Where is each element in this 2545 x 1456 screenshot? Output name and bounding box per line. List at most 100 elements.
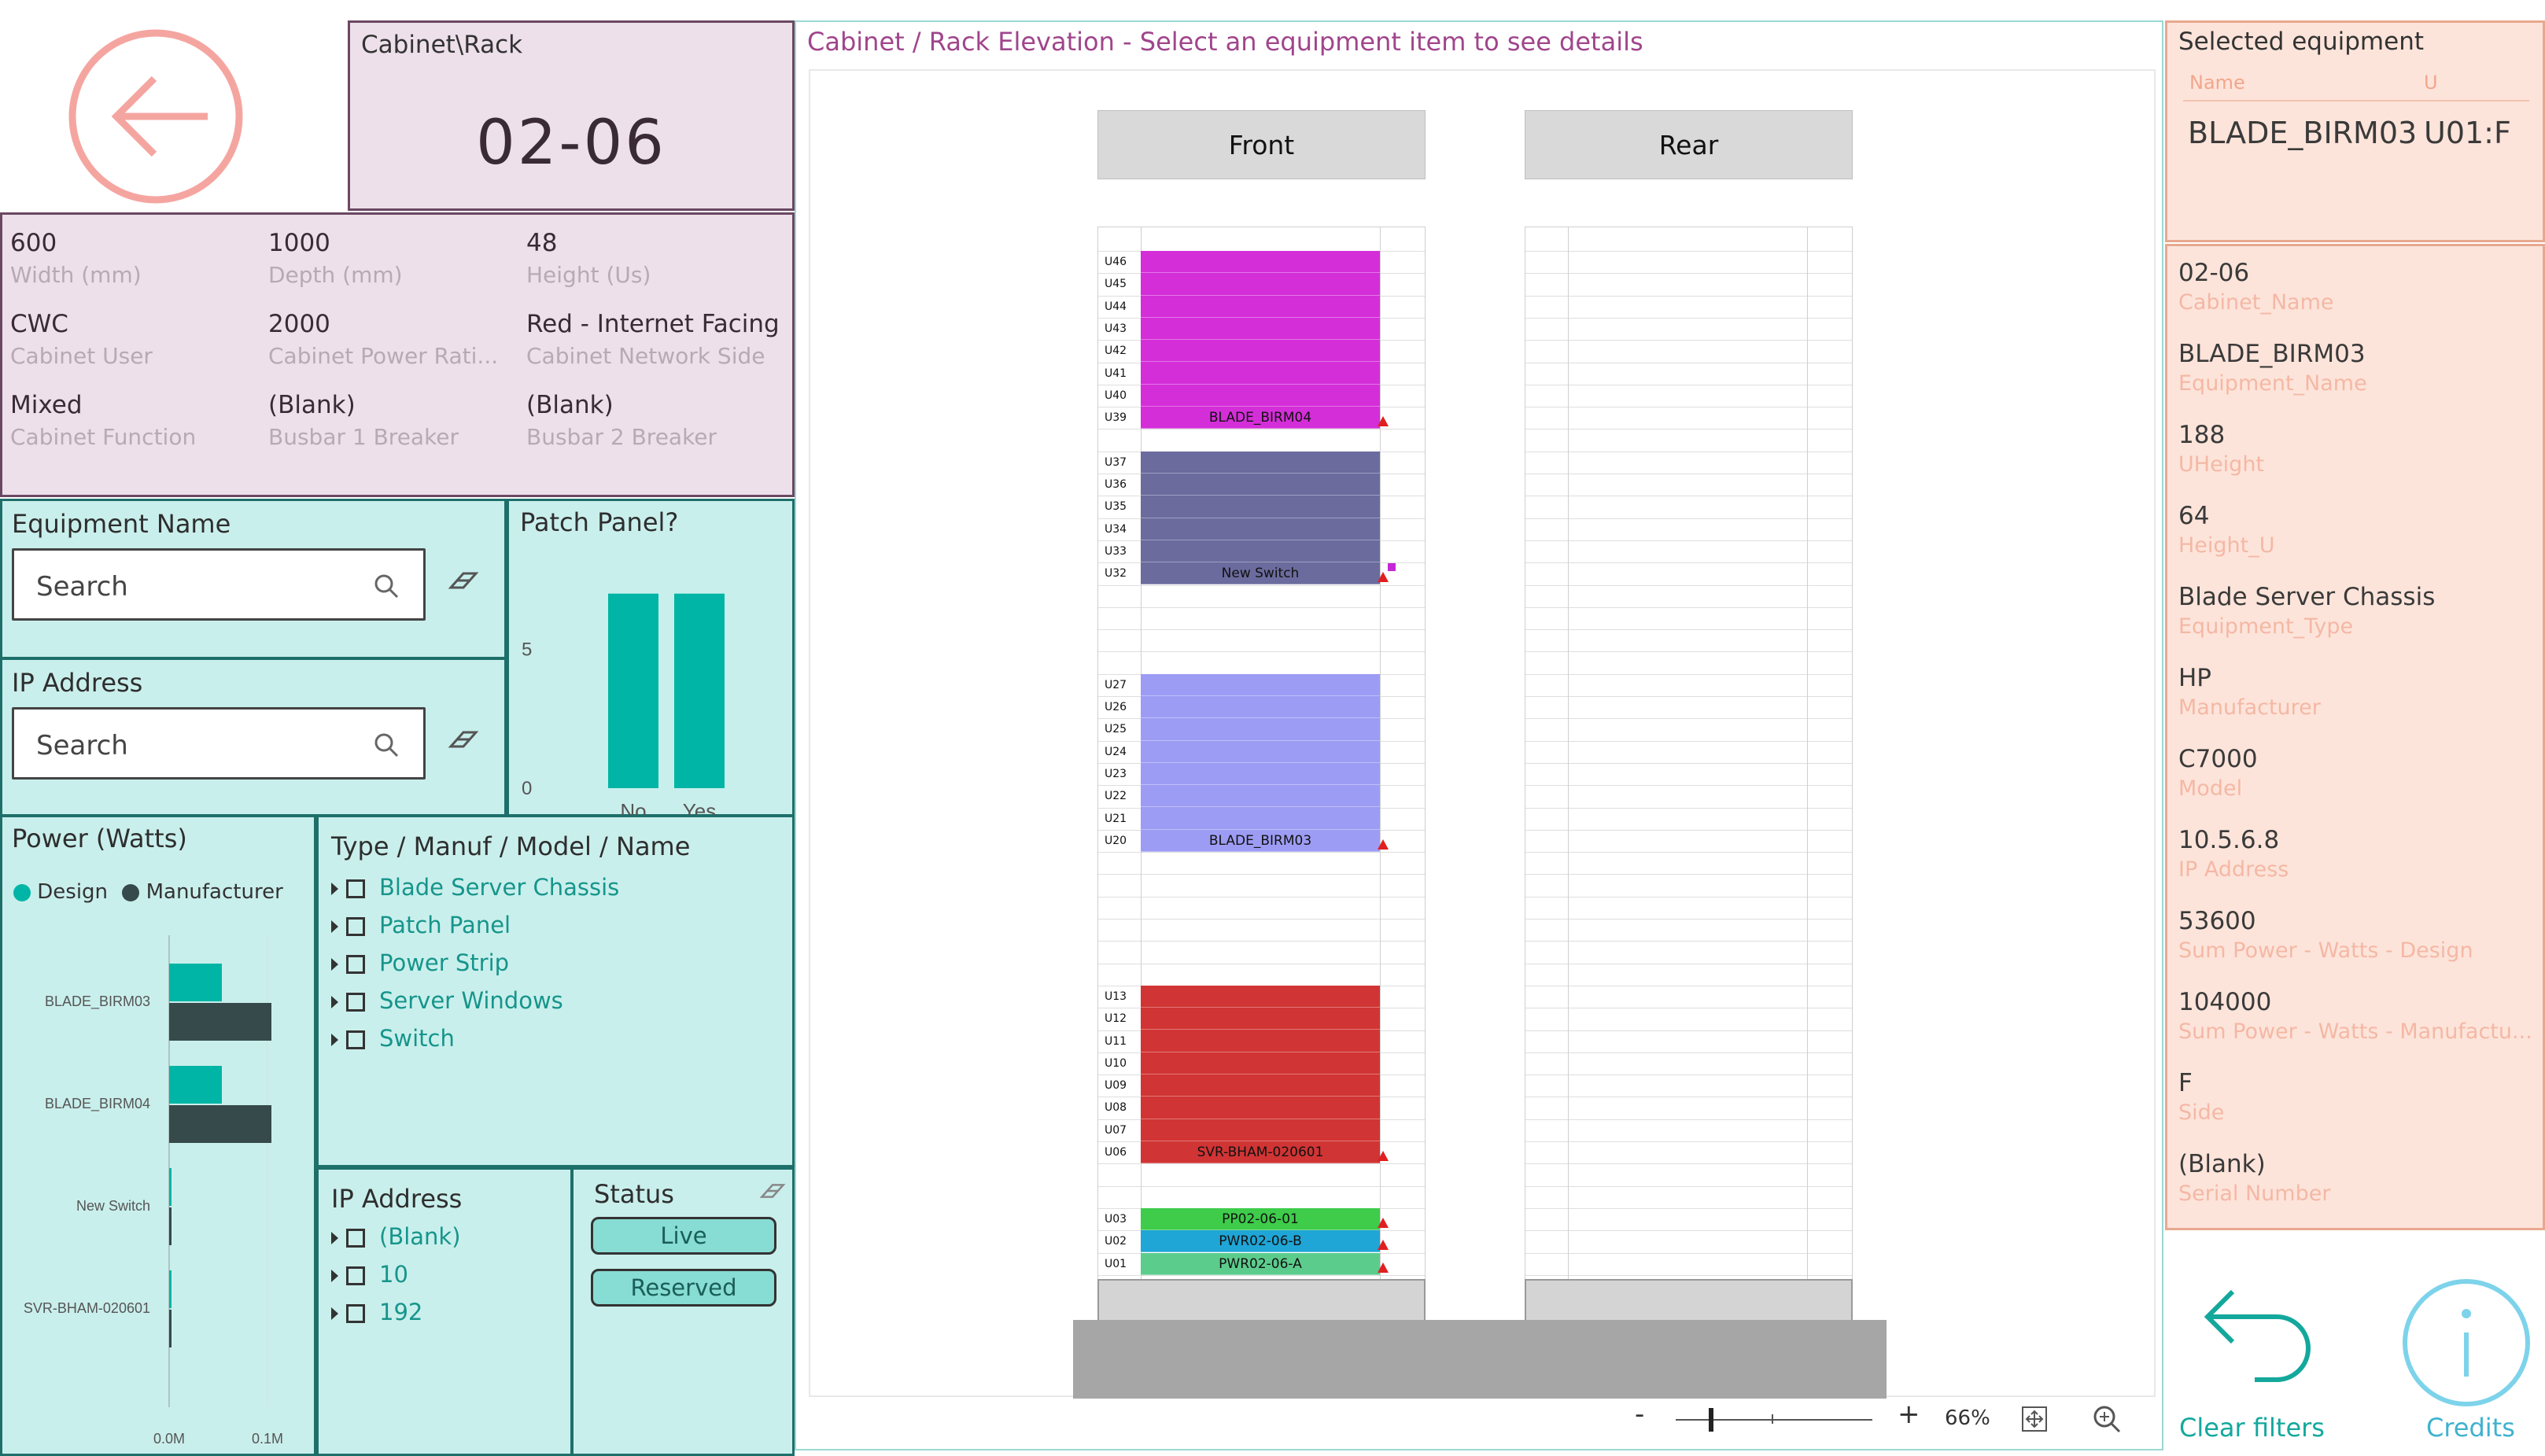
checkbox[interactable] [346,917,365,936]
unit-label: U10 [1105,1056,1127,1070]
detail-equipment-name: BLADE_BIRM03 Equipment_Name [2178,340,2367,396]
zoom-slider-track[interactable] [1676,1419,1872,1421]
rack-equipment-item[interactable]: BLADE_BIRM04 [1141,251,1380,429]
rack-unit-row [1525,896,1852,919]
ip-filter-panel: IP Address (Blank) 10 192 [316,1167,573,1456]
clear-filters-button[interactable]: Clear filters [2168,1271,2326,1452]
expand-arrow-icon[interactable] [331,1232,338,1244]
zoom-out-button[interactable]: - [1635,1399,1645,1430]
expand-arrow-icon[interactable] [331,996,338,1008]
expand-arrow-icon[interactable] [331,883,338,895]
rack-equipment-item[interactable]: PP02-06-01 [1141,1207,1380,1231]
ip-filter-item-10[interactable]: 10 [331,1261,408,1288]
ip-filter-item-192[interactable]: 192 [331,1299,422,1325]
unit-label: U36 [1105,478,1127,491]
checkbox[interactable] [346,955,365,974]
selected-name[interactable]: BLADE_BIRM03 [2188,116,2418,150]
zoom-slider-tick [1772,1414,1773,1424]
equipment-name-search[interactable]: Search [12,548,426,621]
rack-equipment-item[interactable]: SVR-BHAM-020601 [1141,985,1380,1164]
filter-item-power-strip[interactable]: Power Strip [331,949,509,976]
zoom-in-button[interactable]: + [1898,1399,1920,1430]
rack-unit-row [1098,429,1425,451]
expand-arrow-icon[interactable] [331,1270,338,1282]
bar-design [169,1168,172,1206]
rack-unit-row [1098,1274,1425,1297]
back-button[interactable] [68,28,245,205]
unit-label: U41 [1105,367,1127,380]
equipment-unit-segment [1141,251,1380,274]
category-label: BLADE_BIRM03 [45,993,150,1010]
ip-address-search[interactable]: Search [12,707,426,780]
fit-to-page-icon[interactable] [2020,1405,2049,1433]
equipment-unit-segment [1141,295,1380,318]
rack-unit-row [1525,317,1852,340]
expand-arrow-icon[interactable] [331,920,338,933]
filter-item-blade-server-chassis[interactable]: Blade Server Chassis [331,874,619,901]
power-chart: BLADE_BIRM03 BLADE_BIRM04 New Switch SVR-BH… [24,935,283,1447]
checkbox[interactable] [346,879,365,898]
eraser-icon[interactable] [448,569,479,592]
detail-ip-address: 10.5.6.8 IP Address [2178,826,2289,882]
patch-panel-title: Patch Panel? [520,507,679,537]
equipment-label: PWR02-06-B [1219,1233,1302,1250]
y-tick-label: 0 [522,778,532,799]
checkbox[interactable] [346,993,365,1012]
unit-label: U32 [1105,567,1127,581]
checkbox[interactable] [346,1229,365,1248]
eraser-icon[interactable] [448,728,479,751]
equipment-unit-segment [1141,1008,1380,1030]
rack-equipment-item[interactable]: BLADE_BIRM03 [1141,673,1380,853]
undo-arrow-icon [2204,1289,2311,1382]
detail-height-u: 64 Height_U [2178,502,2275,558]
search-placeholder: Search [36,730,128,761]
rack-unit-row [1098,1185,1425,1208]
rack-rear-base [1525,1279,1853,1321]
filter-item-server-windows[interactable]: Server Windows [331,987,563,1014]
rack-unit-row [1525,985,1852,1008]
rack-unit-row [1098,584,1425,607]
rack-equipment-item[interactable]: PWR02-06-B [1141,1230,1380,1253]
filter-item-switch[interactable]: Switch [331,1025,455,1052]
rack-equipment-item[interactable]: PWR02-06-A [1141,1252,1380,1275]
equipment-unit-segment [1141,1052,1380,1075]
credits-label: Credits [2426,1413,2515,1443]
status-reserved-button[interactable]: Reserved [591,1269,776,1307]
checkbox[interactable] [346,1266,365,1285]
status-live-button[interactable]: Live [591,1217,776,1255]
ip-filter-item-blank[interactable]: (Blank) [331,1223,461,1250]
rack-equipment-item[interactable]: New Switch [1141,451,1380,585]
expand-arrow-icon[interactable] [331,1307,338,1320]
credits-button[interactable]: Credits [2392,1271,2541,1452]
selected-header-rule [2183,100,2529,101]
elevation-panel: Cabinet / Rack Elevation - Select an equ… [795,20,2163,1450]
selected-u[interactable]: U01:F [2424,116,2511,150]
rack-unit-row [1525,251,1852,273]
checkbox[interactable] [346,1304,365,1323]
rack-unit-row [1098,896,1425,919]
rack-unit-row [1525,829,1852,852]
rack-unit-row [1525,362,1852,385]
expand-arrow-icon[interactable] [331,958,338,971]
rack-unit-row [1098,874,1425,896]
x-tick-label: Yes [683,799,716,816]
detail-cabinet-name: 02-06 Cabinet_Name [2178,259,2334,315]
alert-triangle-icon [1378,1217,1389,1228]
rack-unit-row [1525,963,1852,986]
eraser-icon[interactable] [759,1181,786,1201]
unit-label: U46 [1105,256,1127,268]
rack-unit-row [1098,852,1425,874]
checkbox[interactable] [346,1030,365,1049]
bar-manufacturer [169,1003,271,1041]
zoom-search-icon[interactable] [2091,1403,2123,1435]
rack-unit-row [1525,1119,1852,1141]
expand-arrow-icon[interactable] [331,1034,338,1046]
rack-unit-row [1525,474,1852,496]
rack-unit-row [1098,1163,1425,1185]
alert-triangle-icon [1378,1151,1389,1161]
equipment-label: New Switch [1221,566,1300,582]
legend-manufacturer-label: Manufacturer [146,880,283,904]
filter-item-patch-panel[interactable]: Patch Panel [331,912,511,938]
unit-label: U02 [1105,1235,1127,1248]
zoom-slider-thumb[interactable] [1709,1408,1713,1432]
